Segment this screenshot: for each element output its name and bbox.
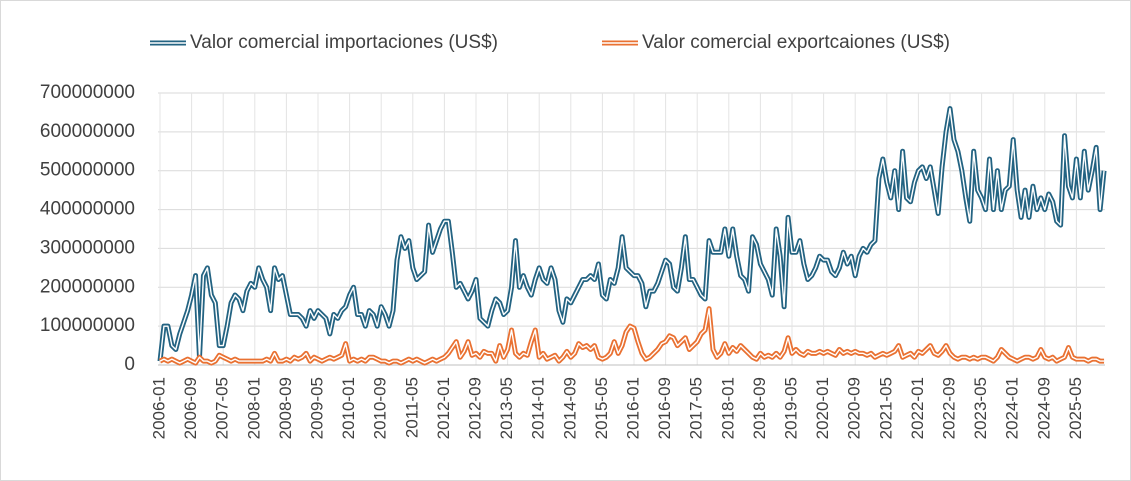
legend-label: Valor comercial importaciones (US$) [190,32,498,53]
x-tick-label: 2006-09 [181,377,200,439]
x-tick-label: 2025-05 [1066,377,1085,439]
legend-label: Valor comercial exportcaiones (US$) [642,32,950,53]
x-tick-label: 2014-01 [529,377,548,439]
x-tick-label: 2020-09 [845,377,864,439]
x-tick-label: 2008-01 [244,377,263,439]
x-tick-label: 2015-05 [592,377,611,439]
x-tick-label: 2019-05 [781,377,800,439]
x-tick-label: 2023-05 [971,377,990,439]
x-tick-label: 2012-09 [465,377,484,439]
y-tick-label: 300000000 [40,237,135,258]
y-tick-label: 100000000 [40,315,135,336]
x-tick-label: 2022-09 [939,377,958,439]
x-tick-label: 2017-05 [687,377,706,439]
x-tick-label: 2013-05 [497,377,516,439]
x-tick-label: 2018-01 [718,377,737,439]
y-tick-label: 700000000 [40,82,135,103]
x-tick-label: 2024-09 [1034,377,1053,439]
y-tick-label: 500000000 [40,160,135,181]
x-tick-label: 2011-05 [402,377,421,438]
x-tick-label: 2020-01 [813,377,832,439]
y-tick-label: 400000000 [40,199,135,220]
y-tick-label: 0 [124,354,135,375]
x-tick-label: 2006-01 [149,377,168,439]
x-tick-label: 2016-01 [623,377,642,439]
x-tick-label: 2022-01 [908,377,927,439]
x-tick-label: 2018-09 [750,377,769,439]
x-tick-label: 2010-01 [339,377,358,439]
x-tick-label: 2021-05 [876,377,895,439]
x-tick-label: 2007-05 [213,377,232,439]
x-tick-label: 2012-01 [434,377,453,439]
x-tick-label: 2009-05 [307,377,326,439]
x-tick-label: 2014-09 [560,377,579,439]
y-tick-label: 600000000 [40,121,135,142]
series-line-inner [159,307,1105,364]
x-tick-label: 2008-09 [276,377,295,439]
x-tick-label: 2024-01 [1003,377,1022,439]
y-tick-label: 200000000 [40,276,135,297]
series-line-inner [159,107,1105,362]
x-tick-label: 2010-09 [371,377,390,439]
x-tick-label: 2016-09 [655,377,674,439]
